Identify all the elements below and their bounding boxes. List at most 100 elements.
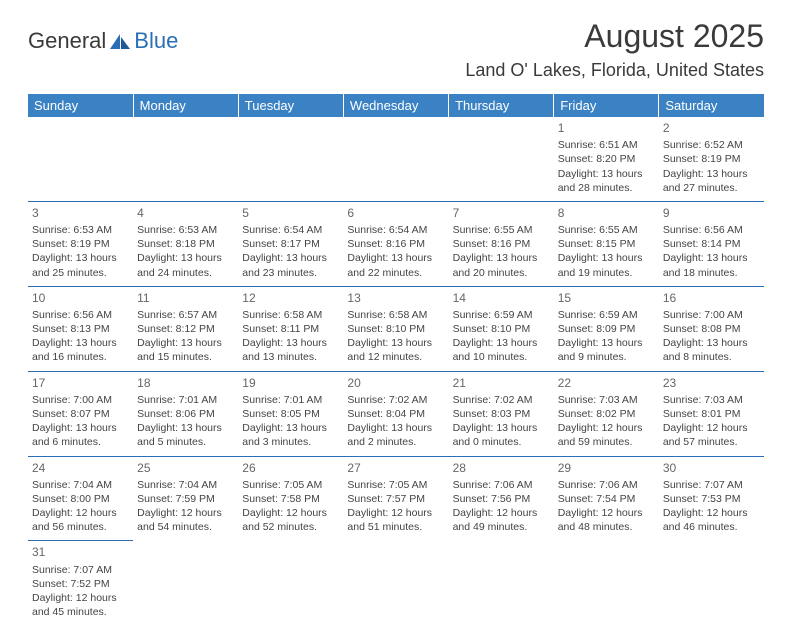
day-number: 22	[558, 375, 655, 391]
daylight-text: Daylight: 13 hours	[453, 336, 550, 350]
sunrise-text: Sunrise: 7:04 AM	[137, 478, 234, 492]
calendar-empty-cell	[449, 541, 554, 625]
location-subtitle: Land O' Lakes, Florida, United States	[465, 60, 764, 81]
daylight-text: Daylight: 12 hours	[558, 421, 655, 435]
calendar-body: 1Sunrise: 6:51 AMSunset: 8:20 PMDaylight…	[28, 117, 764, 625]
sunrise-text: Sunrise: 7:00 AM	[32, 393, 129, 407]
calendar-day-cell: 6Sunrise: 6:54 AMSunset: 8:16 PMDaylight…	[343, 201, 448, 286]
calendar-week-row: 24Sunrise: 7:04 AMSunset: 8:00 PMDayligh…	[28, 456, 764, 541]
calendar-day-cell: 23 Sunrise: 7:03 AMSunset: 8:01 PMDayligh…	[659, 371, 764, 456]
calendar-empty-cell	[238, 117, 343, 201]
calendar-empty-cell	[238, 541, 343, 625]
daylight-text: and 18 minutes.	[663, 266, 760, 280]
calendar-day-cell: 9Sunrise: 6:56 AMSunset: 8:14 PMDaylight…	[659, 201, 764, 286]
daylight-text: and 24 minutes.	[137, 266, 234, 280]
sunset-text: Sunset: 8:16 PM	[347, 237, 444, 251]
daylight-text: and 8 minutes.	[663, 350, 760, 364]
day-number: 4	[137, 205, 234, 221]
page-title: August 2025	[584, 18, 764, 55]
sunset-text: Sunset: 7:57 PM	[347, 492, 444, 506]
day-number: 23	[663, 375, 760, 391]
sunrise-text: Sunrise: 7:03 AM	[663, 393, 760, 407]
day-number: 29	[558, 460, 655, 476]
calendar-day-cell: 4Sunrise: 6:53 AMSunset: 8:18 PMDaylight…	[133, 201, 238, 286]
calendar-day-cell: 26Sunrise: 7:05 AMSunset: 7:58 PMDayligh…	[238, 456, 343, 541]
day-number: 25	[137, 460, 234, 476]
daylight-text: Daylight: 12 hours	[347, 506, 444, 520]
calendar-day-cell: 19Sunrise: 7:01 AMSunset: 8:05 PMDayligh…	[238, 371, 343, 456]
calendar-day-cell: 28Sunrise: 7:06 AMSunset: 7:56 PMDayligh…	[449, 456, 554, 541]
weekday-header: Sunday	[28, 94, 133, 117]
day-number: 24	[32, 460, 129, 476]
daylight-text: and 6 minutes.	[32, 435, 129, 449]
sunrise-text: Sunrise: 7:01 AM	[137, 393, 234, 407]
sunrise-text: Sunrise: 6:58 AM	[347, 308, 444, 322]
daylight-text: and 59 minutes.	[558, 435, 655, 449]
calendar-day-cell: 1Sunrise: 6:51 AMSunset: 8:20 PMDaylight…	[554, 117, 659, 201]
daylight-text: and 16 minutes.	[32, 350, 129, 364]
sunrise-text: Sunrise: 6:55 AM	[558, 223, 655, 237]
sunset-text: Sunset: 7:56 PM	[453, 492, 550, 506]
calendar-day-cell: 18Sunrise: 7:01 AMSunset: 8:06 PMDayligh…	[133, 371, 238, 456]
daylight-text: and 9 minutes.	[558, 350, 655, 364]
day-number: 21	[453, 375, 550, 391]
calendar-day-cell: 27Sunrise: 7:05 AMSunset: 7:57 PMDayligh…	[343, 456, 448, 541]
daylight-text: and 52 minutes.	[242, 520, 339, 534]
daylight-text: Daylight: 13 hours	[32, 251, 129, 265]
weekday-header: Tuesday	[238, 94, 343, 117]
weekday-header: Saturday	[659, 94, 764, 117]
daylight-text: Daylight: 12 hours	[32, 506, 129, 520]
sunrise-text: Sunrise: 6:59 AM	[453, 308, 550, 322]
daylight-text: and 54 minutes.	[137, 520, 234, 534]
daylight-text: and 49 minutes.	[453, 520, 550, 534]
sunrise-text: Sunrise: 7:06 AM	[453, 478, 550, 492]
calendar-day-cell: 21Sunrise: 7:02 AMSunset: 8:03 PMDayligh…	[449, 371, 554, 456]
day-number: 15	[558, 290, 655, 306]
sunrise-text: Sunrise: 6:57 AM	[137, 308, 234, 322]
sunrise-text: Sunrise: 6:54 AM	[347, 223, 444, 237]
sunset-text: Sunset: 8:15 PM	[558, 237, 655, 251]
sunset-text: Sunset: 8:13 PM	[32, 322, 129, 336]
sunset-text: Sunset: 8:00 PM	[32, 492, 129, 506]
daylight-text: Daylight: 13 hours	[242, 336, 339, 350]
daylight-text: Daylight: 13 hours	[137, 421, 234, 435]
daylight-text: Daylight: 13 hours	[558, 167, 655, 181]
day-number: 16	[663, 290, 760, 306]
calendar-day-cell: 29Sunrise: 7:06 AMSunset: 7:54 PMDayligh…	[554, 456, 659, 541]
weekday-header: Wednesday	[343, 94, 448, 117]
sunrise-text: Sunrise: 6:55 AM	[453, 223, 550, 237]
sunset-text: Sunset: 8:12 PM	[137, 322, 234, 336]
sunrise-text: Sunrise: 7:02 AM	[453, 393, 550, 407]
sunrise-text: Sunrise: 6:52 AM	[663, 138, 760, 152]
sunset-text: Sunset: 8:11 PM	[242, 322, 339, 336]
sunset-text: Sunset: 8:17 PM	[242, 237, 339, 251]
sunrise-text: Sunrise: 6:56 AM	[663, 223, 760, 237]
sunset-text: Sunset: 8:18 PM	[137, 237, 234, 251]
sunset-text: Sunset: 7:53 PM	[663, 492, 760, 506]
daylight-text: and 48 minutes.	[558, 520, 655, 534]
day-number: 26	[242, 460, 339, 476]
sunrise-text: Sunrise: 7:03 AM	[558, 393, 655, 407]
daylight-text: Daylight: 12 hours	[242, 506, 339, 520]
day-number: 3	[32, 205, 129, 221]
daylight-text: Daylight: 12 hours	[663, 421, 760, 435]
sunset-text: Sunset: 8:01 PM	[663, 407, 760, 421]
sunrise-text: Sunrise: 7:02 AM	[347, 393, 444, 407]
daylight-text: and 27 minutes.	[663, 181, 760, 195]
daylight-text: and 12 minutes.	[347, 350, 444, 364]
calendar-day-cell: 2Sunrise: 6:52 AMSunset: 8:19 PMDaylight…	[659, 117, 764, 201]
sunrise-text: Sunrise: 7:06 AM	[558, 478, 655, 492]
sunrise-text: Sunrise: 7:07 AM	[663, 478, 760, 492]
logo-sail-icon	[106, 28, 132, 54]
logo: General Blue	[28, 28, 178, 54]
sunset-text: Sunset: 8:16 PM	[453, 237, 550, 251]
calendar-empty-cell	[133, 541, 238, 625]
calendar-day-cell: 8Sunrise: 6:55 AMSunset: 8:15 PMDaylight…	[554, 201, 659, 286]
daylight-text: Daylight: 13 hours	[347, 251, 444, 265]
daylight-text: Daylight: 13 hours	[137, 251, 234, 265]
sunset-text: Sunset: 8:03 PM	[453, 407, 550, 421]
daylight-text: and 5 minutes.	[137, 435, 234, 449]
sunset-text: Sunset: 8:19 PM	[32, 237, 129, 251]
calendar-day-cell: 14Sunrise: 6:59 AMSunset: 8:10 PMDayligh…	[449, 286, 554, 371]
daylight-text: Daylight: 12 hours	[453, 506, 550, 520]
